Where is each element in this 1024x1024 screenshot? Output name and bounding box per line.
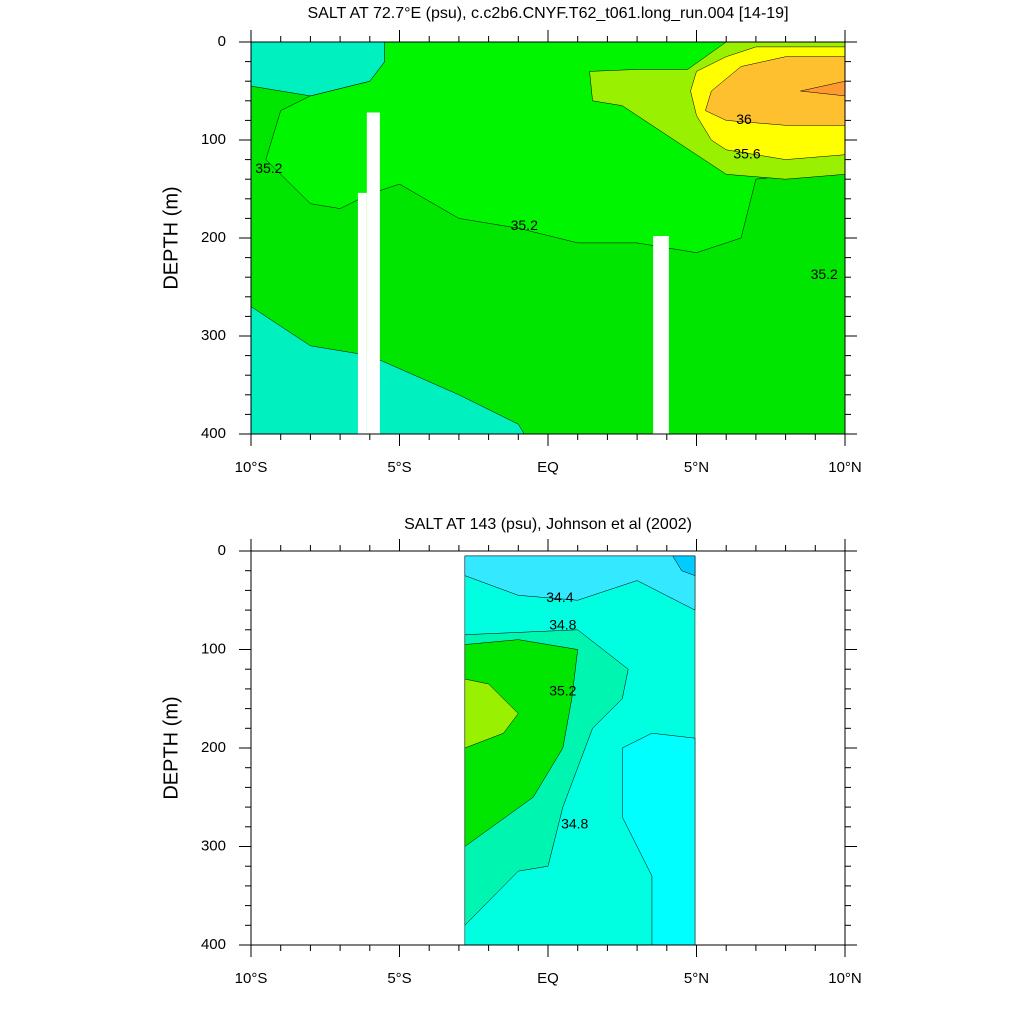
x-tick-label: 10°S <box>235 970 268 987</box>
contour-region <box>800 80 845 97</box>
y-tick-label: 200 <box>201 229 226 246</box>
contour-region <box>366 112 380 434</box>
y-axis-label: DEPTH (m) <box>160 696 182 799</box>
x-tick-label: 10°N <box>828 459 862 476</box>
y-axis-label: DEPTH (m) <box>160 186 182 289</box>
chart-title: SALT AT 72.7°E (psu), c.c2b6.CNYF.T62_t0… <box>307 5 788 22</box>
contour-label: 35.6 <box>733 145 760 161</box>
x-tick-label: EQ <box>537 970 559 987</box>
contour-region <box>251 42 385 97</box>
y-tick-label: 100 <box>201 131 226 148</box>
contour-region <box>251 306 525 434</box>
x-tick-label: EQ <box>537 459 559 476</box>
contour-label: 35.2 <box>255 160 282 176</box>
contour-region <box>705 56 845 126</box>
contour-region <box>464 678 519 749</box>
y-tick-label: 0 <box>218 33 226 50</box>
y-tick-label: 200 <box>201 739 226 756</box>
x-tick-label: 5°N <box>684 459 709 476</box>
chart-title: SALT AT 143 (psu), Johnson et al (2002) <box>404 516 692 533</box>
x-tick-label: 10°S <box>235 459 268 476</box>
y-tick-label: 300 <box>201 327 226 344</box>
y-tick-label: 400 <box>201 425 226 442</box>
contour-label: 34.4 <box>546 589 573 605</box>
contour-label: 34.8 <box>549 617 576 633</box>
x-tick-label: 5°S <box>387 970 411 987</box>
x-tick-label: 5°S <box>387 459 411 476</box>
y-tick-label: 400 <box>201 936 226 953</box>
contour-label: 35.2 <box>811 266 838 282</box>
contour-label: 34.8 <box>561 816 588 832</box>
y-tick-label: 100 <box>201 640 226 657</box>
plot-area <box>251 42 845 434</box>
contour-label: 35.2 <box>511 217 538 233</box>
contour-region <box>653 236 669 434</box>
contour-label: 35.2 <box>549 683 576 699</box>
y-tick-label: 0 <box>218 542 226 559</box>
contour-region <box>357 192 367 434</box>
x-tick-label: 5°N <box>684 970 709 987</box>
y-tick-label: 300 <box>201 837 226 854</box>
contour-region <box>622 732 696 945</box>
contour-region <box>672 555 696 576</box>
contour-label: 36 <box>736 111 752 127</box>
x-tick-label: 10°N <box>828 970 862 987</box>
plot-area <box>464 555 696 945</box>
